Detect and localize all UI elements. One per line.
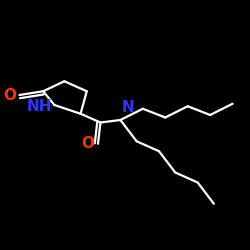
- Text: NH: NH: [26, 99, 52, 114]
- Text: O: O: [4, 88, 16, 102]
- Text: N: N: [122, 100, 134, 115]
- Text: O: O: [81, 136, 94, 151]
